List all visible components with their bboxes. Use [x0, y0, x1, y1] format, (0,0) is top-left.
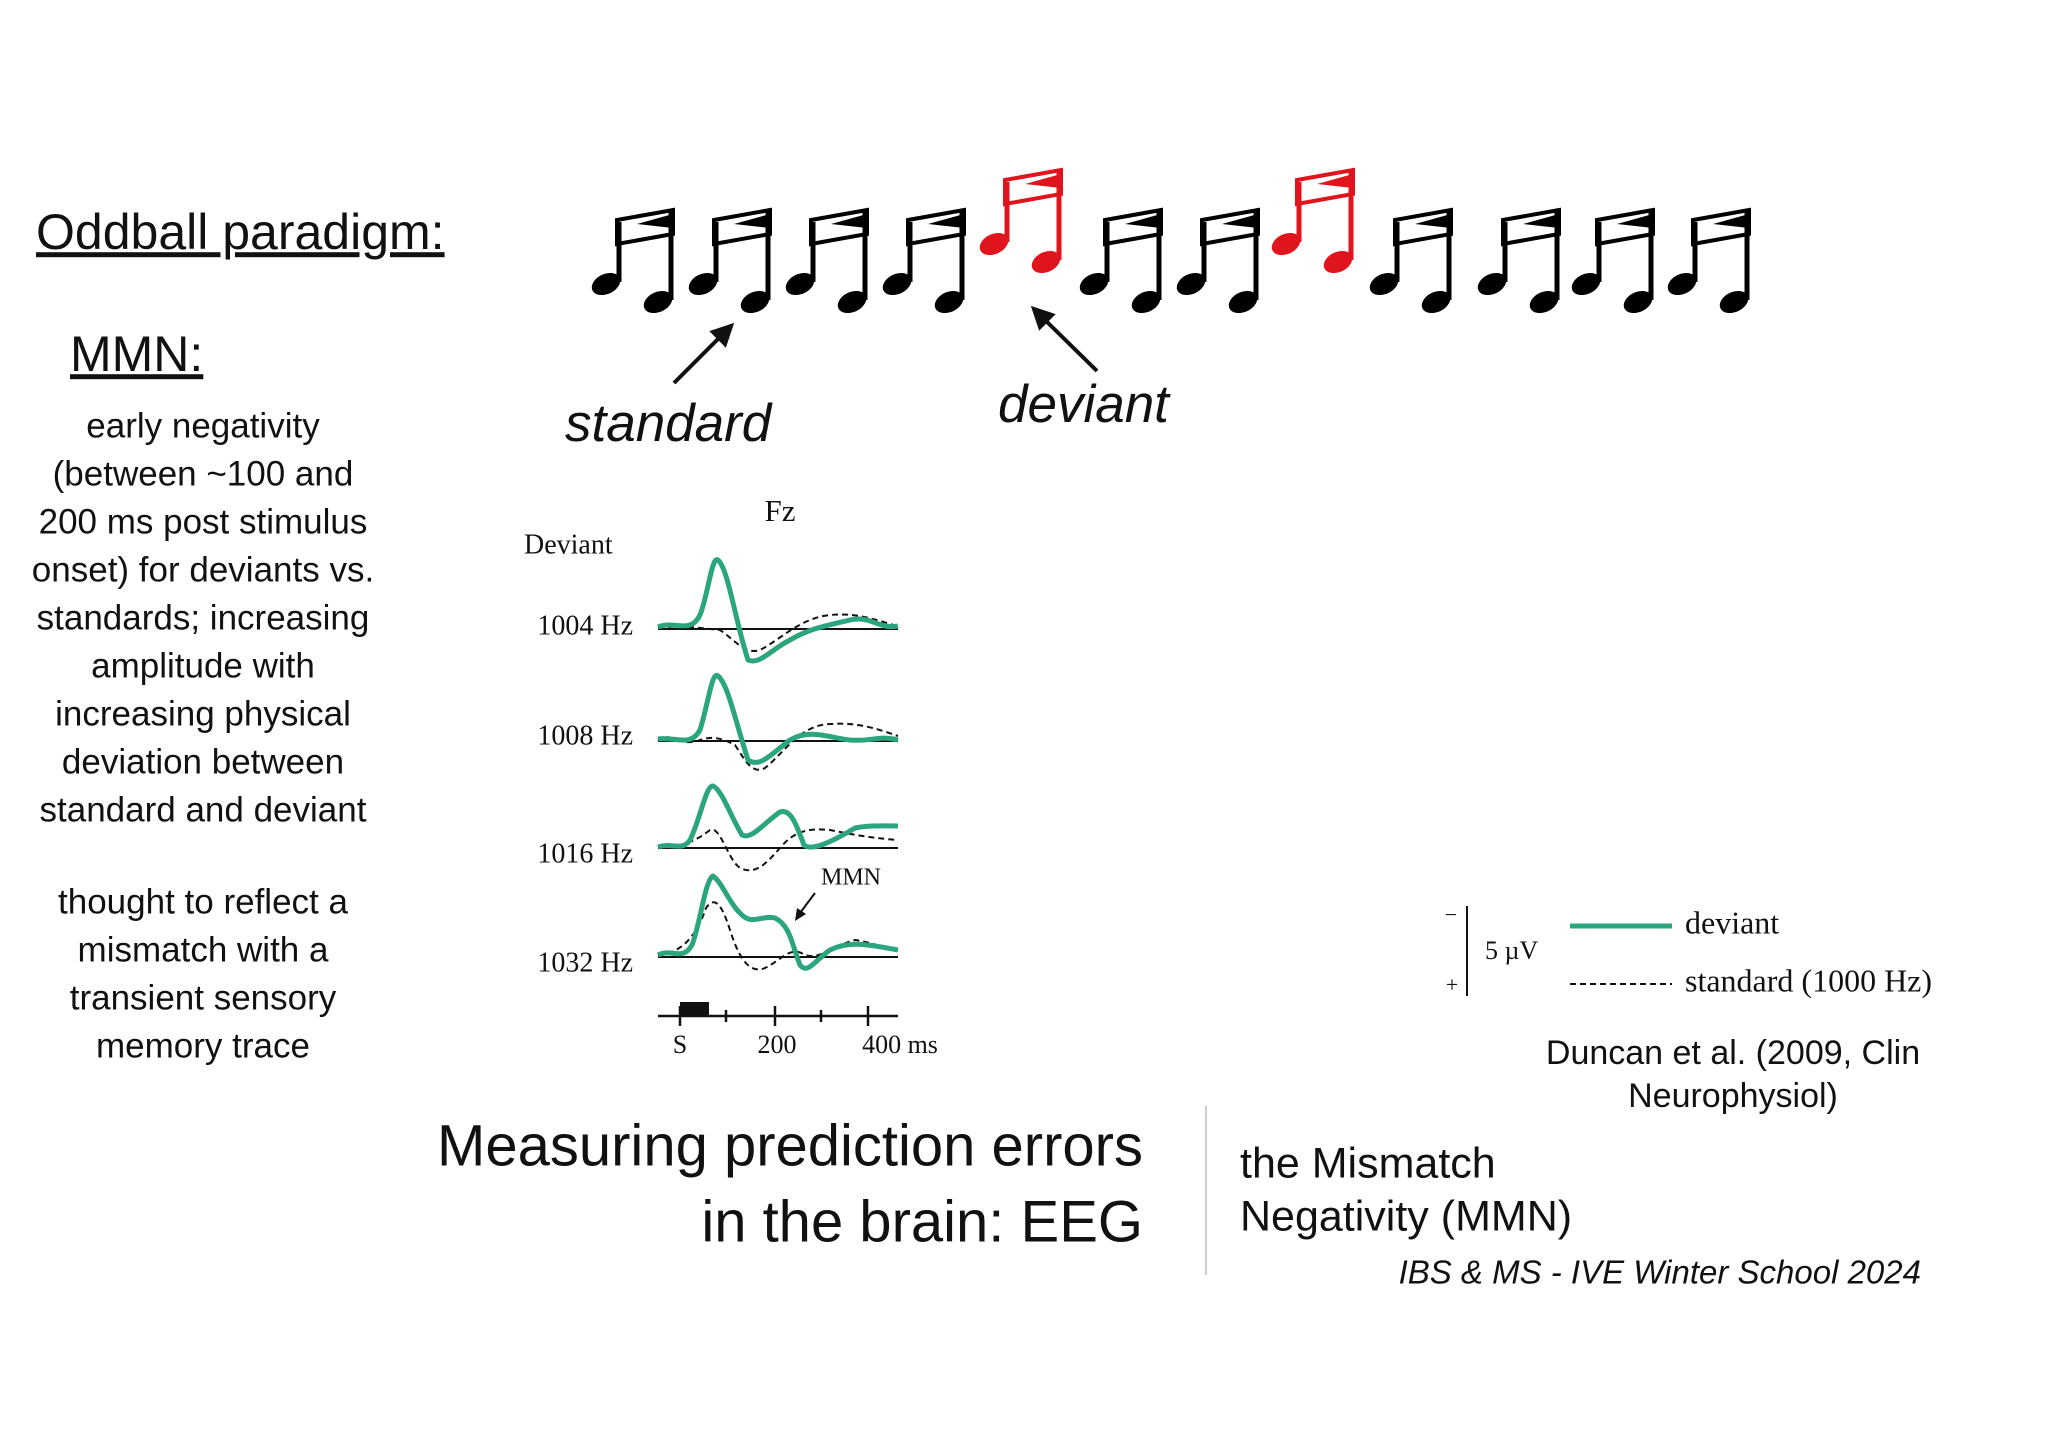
deviant-wave: [657, 783, 899, 850]
standard-note: [588, 210, 676, 317]
deviant-label: deviant: [998, 375, 1171, 434]
standard-note: [1568, 210, 1656, 317]
x-tick-label: 200: [758, 1030, 797, 1059]
standard-note: [1173, 210, 1261, 317]
description-line: increasing physical: [55, 694, 351, 733]
annotation-arrow: [799, 892, 816, 914]
description-line: standards; increasing: [37, 598, 370, 637]
stimulus-block: [680, 1002, 709, 1016]
description-line: amplitude with: [91, 646, 315, 685]
arrow-head: [1030, 305, 1056, 331]
description-line: early negativity: [86, 406, 320, 445]
scale-minus: −: [1445, 902, 1457, 927]
figure-legend: − + 5 µV deviant standard (1000 Hz): [1445, 902, 1932, 998]
standard-note: [782, 210, 870, 317]
deviant-wave: [656, 873, 899, 971]
standard-wave: [657, 613, 899, 652]
standard-note: [1664, 210, 1752, 317]
standard-note: [1474, 210, 1562, 317]
standard-label: standard: [565, 394, 773, 453]
mmn-interpretation: thought to reflect a mismatch with a trans…: [58, 882, 348, 1065]
arrow: [1041, 316, 1099, 373]
arrows: [672, 305, 1099, 385]
x-tick-label: S: [673, 1030, 687, 1059]
interpretation-line: transient sensory: [70, 978, 337, 1017]
standard-wave: [657, 722, 899, 771]
electrode-label: Fz: [765, 493, 796, 528]
scale-amplitude: 5 µV: [1485, 936, 1538, 965]
slide-title: Measuring prediction errors: [437, 1113, 1143, 1178]
interpretation-line: mismatch with a: [78, 930, 329, 969]
deviant-wave: [657, 557, 899, 664]
mmn-description: early negativity (between ~100 and 200 ms …: [32, 406, 374, 829]
legend-label: deviant: [1685, 904, 1779, 940]
footer: IBS & MS - IVE Winter School 2024: [1399, 1254, 1921, 1291]
row-label: 1004 Hz: [537, 610, 633, 641]
condition-label: Deviant: [524, 529, 613, 560]
slide-subtitle: Negativity (MMN): [1240, 1192, 1572, 1240]
row-label: 1008 Hz: [537, 720, 633, 751]
description-line: (between ~100 and: [53, 454, 354, 493]
slide-title: in the brain: EEG: [701, 1189, 1143, 1254]
slide-subtitle: the Mismatch: [1240, 1139, 1496, 1187]
annotation-arrow-head: [795, 908, 806, 921]
x-tick-label: 400 ms: [862, 1030, 938, 1059]
citation: Neurophysiol): [1628, 1077, 1838, 1115]
arrow-head: [709, 322, 735, 348]
standard-note: [1076, 210, 1164, 317]
standard-wave: [657, 901, 899, 971]
row-label: 1032 Hz: [537, 947, 633, 978]
description-line: 200 ms post stimulus: [39, 502, 368, 541]
description-line: standard and deviant: [40, 790, 367, 829]
standard-note: [879, 210, 967, 317]
interpretation-line: thought to reflect a: [58, 882, 348, 921]
description-line: deviation between: [62, 742, 344, 781]
arrow: [672, 333, 724, 385]
deviant-wave: [657, 672, 899, 765]
erp-figure: Fz Deviant 1004 Hz 1008 Hz 1016 Hz 1032 …: [524, 493, 938, 1059]
citation: Duncan et al. (2009, Clin: [1546, 1034, 1920, 1072]
description-line: onset) for deviants vs.: [32, 550, 374, 589]
baselines: [658, 628, 898, 958]
legend-label: standard (1000 Hz): [1685, 962, 1932, 998]
note-sequence: [588, 170, 1752, 317]
standard-wave: [657, 828, 899, 872]
row-label: 1016 Hz: [537, 838, 633, 869]
interpretation-line: memory trace: [96, 1026, 310, 1065]
standard-note: [1366, 210, 1454, 317]
mmn-heading: MMN:: [70, 326, 203, 382]
deviant-note: [976, 170, 1064, 277]
deviant-note: [1268, 170, 1356, 277]
paradigm-label: Oddball paradigm:: [36, 204, 445, 260]
mmn-annotation: MMN: [821, 865, 881, 891]
scale-plus: +: [1446, 972, 1458, 997]
standard-note: [685, 210, 773, 317]
